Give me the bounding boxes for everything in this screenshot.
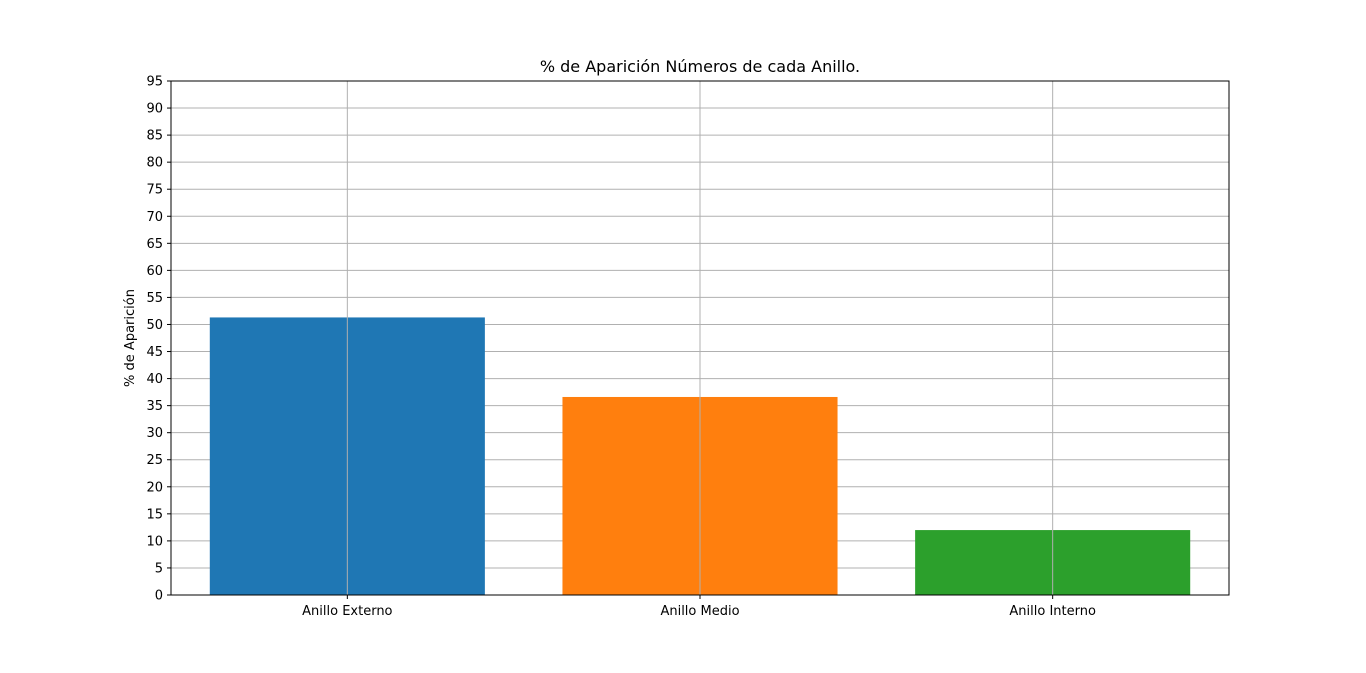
y-tick-label: 90 (146, 102, 163, 117)
y-tick-label: 50 (146, 318, 163, 333)
y-tick-label: 10 (146, 534, 163, 549)
y-tick-label: 80 (146, 156, 163, 171)
y-tick-label: 45 (146, 345, 163, 360)
x-axis: Anillo Externo Anillo Medio Anillo Interno (302, 595, 1096, 619)
y-tick-label: 15 (146, 507, 163, 522)
y-tick-label: 25 (146, 453, 163, 468)
y-axis-label: % de Aparición (123, 289, 138, 387)
y-tick-label: 95 (146, 75, 163, 90)
x-tick-label: Anillo Medio (660, 604, 739, 619)
chart-title: % de Aparición Números de cada Anillo. (540, 57, 860, 76)
y-tick-label: 75 (146, 183, 163, 198)
y-tick-label: 40 (146, 372, 163, 387)
y-tick-label: 65 (146, 237, 163, 252)
y-tick-label: 5 (155, 561, 163, 576)
x-tick-label: Anillo Externo (302, 604, 392, 619)
x-tick-label: Anillo Interno (1009, 604, 1096, 619)
y-tick-label: 55 (146, 291, 163, 306)
y-tick-label: 35 (146, 399, 163, 414)
y-tick-label: 85 (146, 129, 163, 144)
y-tick-label: 60 (146, 264, 163, 279)
y-tick-label: 30 (146, 426, 163, 441)
y-tick-label: 70 (146, 210, 163, 225)
y-tick-label: 0 (155, 589, 163, 604)
y-tick-label: 20 (146, 480, 163, 495)
y-axis: 0 5 10 15 20 25 30 35 40 45 50 55 60 65 70 75 80 85 90 95 (146, 75, 171, 604)
vertical-grid-layer (346, 81, 1054, 595)
